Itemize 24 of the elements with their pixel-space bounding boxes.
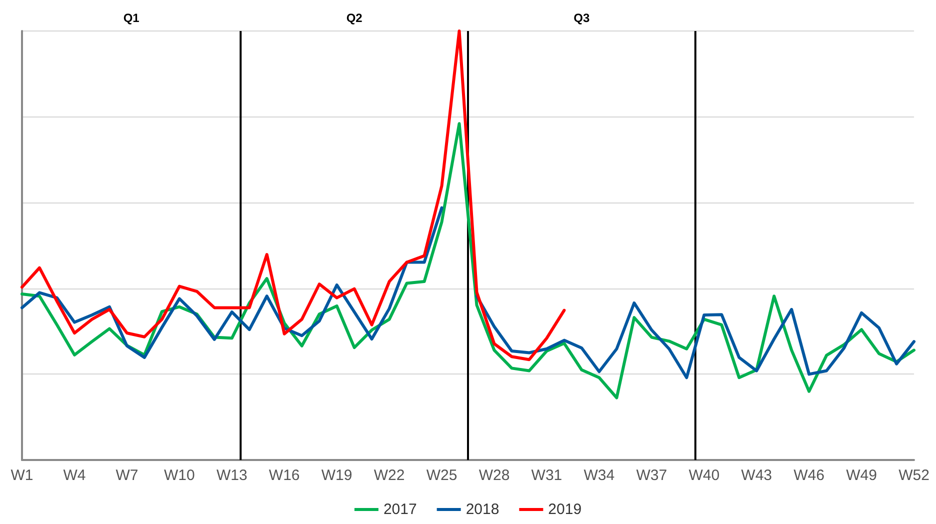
x-tick-label: W13	[216, 467, 248, 484]
x-tick-label: W22	[374, 467, 405, 484]
x-tick-label: W37	[636, 467, 668, 484]
x-tick-label: W43	[741, 467, 772, 484]
x-tick-label: W16	[268, 467, 300, 484]
legend-label: 2019	[548, 501, 582, 518]
x-tick-label: W52	[898, 467, 930, 484]
text: Q3	[574, 11, 590, 25]
x-tick-label: W46	[794, 467, 824, 484]
legend-label: 2018	[466, 501, 500, 518]
text: Q2	[346, 11, 363, 25]
x-tick-label: W49	[846, 467, 877, 484]
x-tick-label: W19	[321, 467, 352, 484]
x-tick-label: W10	[164, 467, 195, 484]
x-tick-label: W7	[116, 467, 138, 484]
x-tick-label: W28	[478, 467, 510, 484]
legend-label: 2017	[383, 501, 417, 518]
x-tick-label: W34	[584, 467, 615, 484]
x-tick-label: W25	[426, 467, 458, 484]
x-tick-label: W1	[10, 467, 34, 484]
text: Q1	[123, 11, 140, 25]
x-tick-label: W40	[688, 467, 720, 484]
x-tick-label: W4	[63, 467, 86, 484]
x-tick-label: W31	[531, 467, 562, 484]
